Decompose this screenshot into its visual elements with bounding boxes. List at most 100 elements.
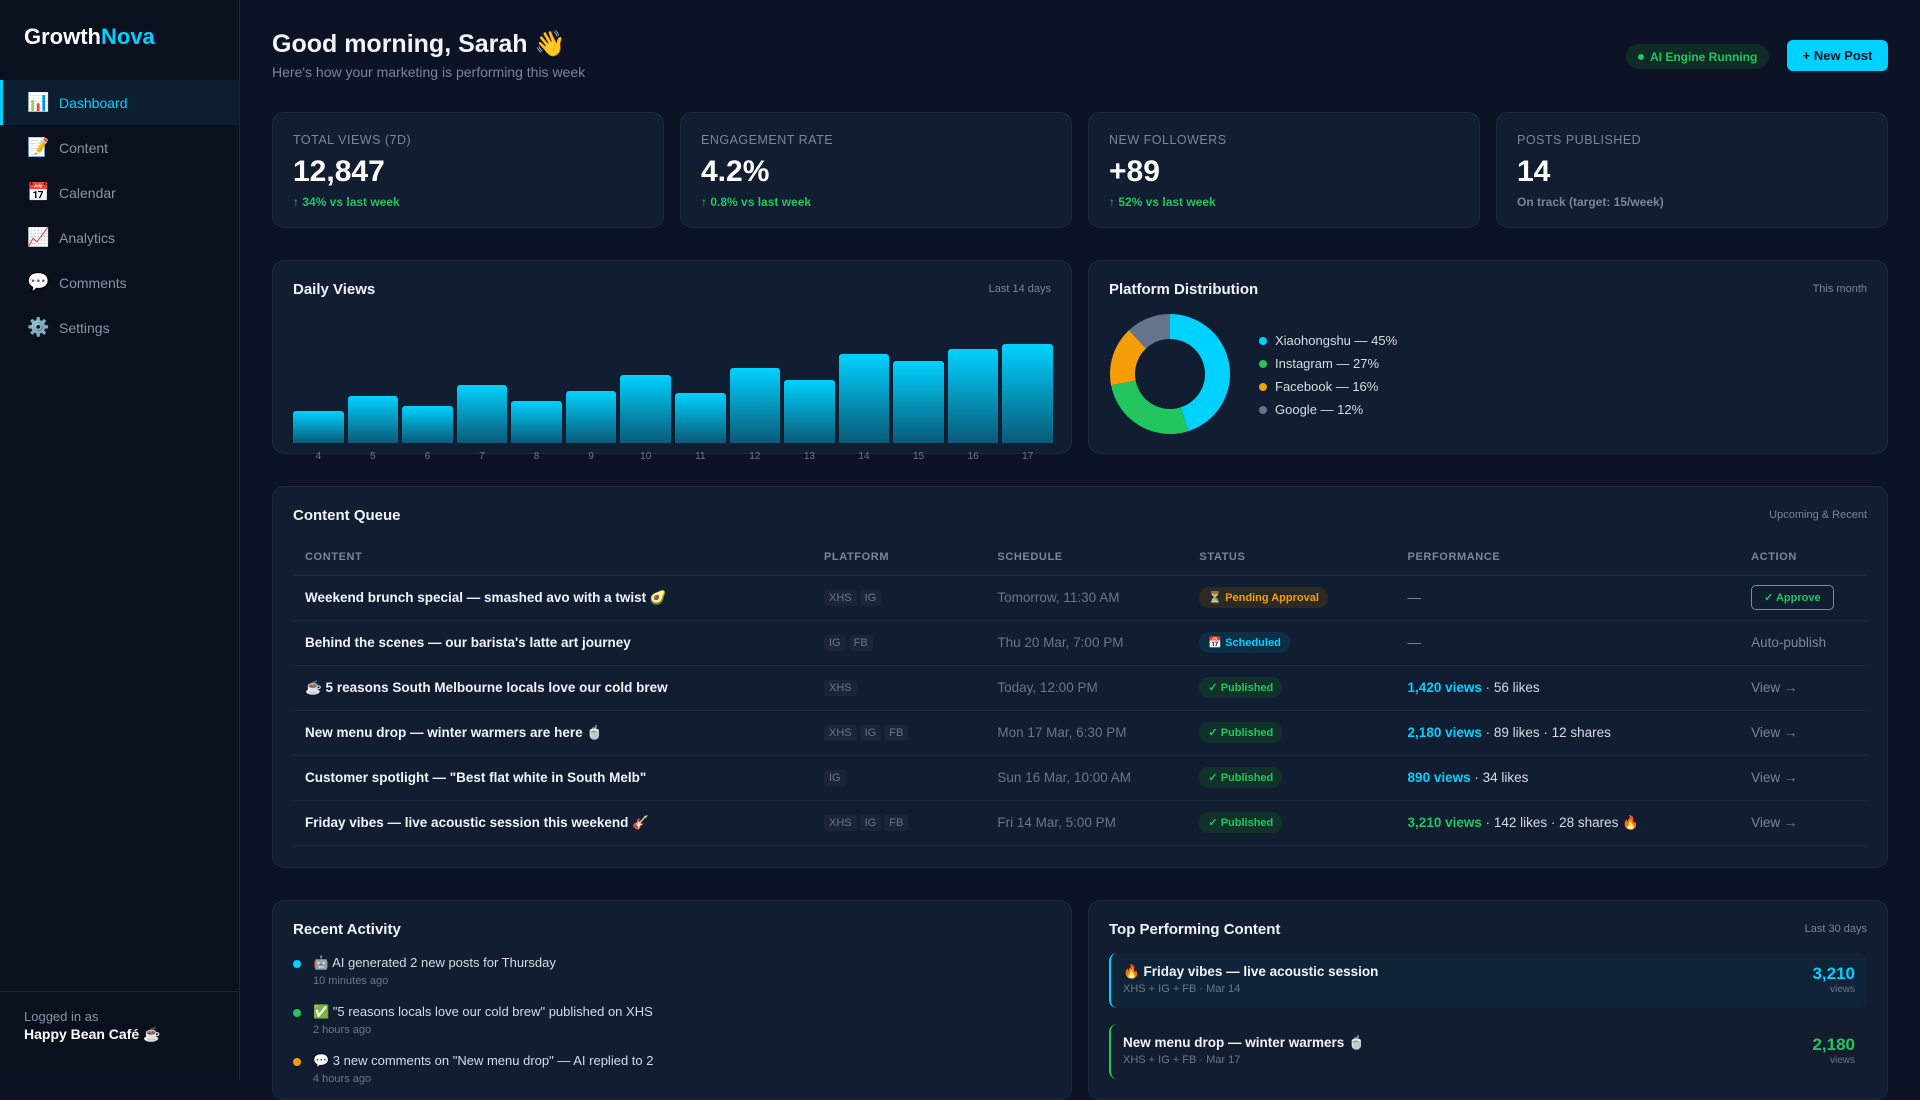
dashboard-icon: 📊 bbox=[27, 92, 50, 112]
view-link[interactable]: View → bbox=[1751, 770, 1798, 785]
analytics-icon: 📈 bbox=[27, 227, 50, 247]
sidebar-item-calendar[interactable]: 📅 Calendar bbox=[0, 170, 239, 215]
page-title: Good morning, Sarah 👋 bbox=[272, 30, 566, 58]
content-title[interactable]: Customer spotlight — "Best flat white in… bbox=[293, 755, 812, 801]
platform-cell: IG FB bbox=[812, 620, 986, 666]
activity-time: 4 hours ago bbox=[313, 1073, 372, 1085]
legend-label: Instagram — 27% bbox=[1275, 356, 1380, 371]
activity-dot-icon bbox=[293, 1009, 301, 1017]
legend-item: Google — 12% bbox=[1259, 398, 1397, 421]
ai-status-text: AI Engine Running bbox=[1650, 49, 1758, 64]
platform-cell: XHS IG bbox=[812, 575, 986, 621]
content-queue-table: CONTENT PLATFORM SCHEDULE STATUS PERFORMANCE… bbox=[293, 539, 1867, 846]
x-tick-label: 8 bbox=[533, 451, 540, 462]
approve-button[interactable]: ✓ Approve bbox=[1751, 585, 1834, 610]
stat-value: 12,847 bbox=[293, 155, 385, 188]
platform-donut-chart bbox=[1110, 314, 1230, 434]
view-link[interactable]: View → bbox=[1751, 725, 1798, 740]
activity-dot-icon bbox=[293, 1058, 301, 1066]
table-row: Friday vibes — live acoustic session thi… bbox=[293, 800, 1867, 846]
platform-tag: XHS bbox=[824, 590, 857, 606]
performance-detail: · 56 likes bbox=[1481, 680, 1540, 695]
column-header: PERFORMANCE bbox=[1395, 539, 1740, 576]
top-content-item[interactable]: New menu drop — winter warmers 🍵 XHS + IG… bbox=[1109, 1024, 1867, 1079]
donut-slice-facebook bbox=[1110, 330, 1147, 386]
content-title[interactable]: ☕ 5 reasons South Melbourne locals love … bbox=[293, 665, 812, 711]
performance-cell: 1,420 views · 56 likes bbox=[1395, 665, 1740, 711]
sidebar-item-analytics[interactable]: 📈 Analytics bbox=[0, 215, 239, 260]
view-link[interactable]: View → bbox=[1751, 680, 1798, 695]
user-name: Happy Bean Café ☕ bbox=[24, 1026, 161, 1042]
logged-in-label: Logged in as bbox=[24, 1009, 99, 1024]
performance-cell: — bbox=[1395, 620, 1740, 666]
comments-icon: 💬 bbox=[27, 272, 50, 292]
activity-text: 🤖 AI generated 2 new posts for Thursday bbox=[313, 955, 556, 970]
platform-legend: Xiaohongshu — 45% Instagram — 27% Facebook… bbox=[1259, 329, 1397, 421]
platform-tag: IG bbox=[824, 770, 846, 786]
table-row: ☕ 5 reasons South Melbourne locals love … bbox=[293, 665, 1867, 711]
daily-views-chart: 4 5 6 7 8 9 10 11 12 13 14 15 16 17 bbox=[293, 323, 1053, 462]
performance-detail: — bbox=[1407, 635, 1422, 650]
donut-slice-google bbox=[1128, 314, 1170, 349]
sidebar-item-settings[interactable]: ⚙️ Settings bbox=[0, 305, 239, 350]
new-post-button[interactable]: + New Post bbox=[1787, 40, 1888, 71]
sidebar-item-comments[interactable]: 💬 Comments bbox=[0, 260, 239, 305]
performance-detail: · 142 likes · 28 shares 🔥 bbox=[1481, 814, 1639, 830]
donut-slice-instagram bbox=[1111, 380, 1189, 434]
x-tick-label: 17 bbox=[1022, 451, 1034, 462]
status-badge: ⏳ Pending Approval bbox=[1199, 587, 1328, 608]
daily-views-card: Daily Views Last 14 days 4 5 6 7 8 9 10 11 12 13 1… bbox=[272, 260, 1072, 462]
stat-change: ↑ 52% vs last week bbox=[1109, 195, 1216, 209]
brand-logo[interactable]: GrowthNova bbox=[24, 24, 155, 50]
schedule-cell: Sun 16 Mar, 10:00 AM bbox=[985, 755, 1188, 801]
x-tick-label: 14 bbox=[858, 451, 870, 462]
bar-day-10 bbox=[620, 375, 671, 443]
content-queue-card: Content Queue Upcoming & Recent CONTENT P… bbox=[272, 486, 1888, 868]
top-content-meta: XHS + IG + FB · Mar 14 bbox=[1123, 983, 1241, 995]
activity-dot-icon bbox=[293, 960, 301, 968]
column-header: ACTION bbox=[1739, 539, 1867, 576]
stat-card: NEW FOLLOWERS +89 ↑ 52% vs last week bbox=[1088, 112, 1480, 228]
schedule-cell: Thu 20 Mar, 7:00 PM bbox=[985, 620, 1188, 666]
user-info: Logged in as Happy Bean Café ☕ bbox=[0, 991, 239, 1060]
platform-tag: IG bbox=[824, 635, 846, 651]
platform-title: Platform Distribution bbox=[1109, 281, 1259, 298]
content-title[interactable]: Behind the scenes — our barista's latte … bbox=[293, 620, 812, 666]
platform-distribution-card: Platform Distribution This month Xiaohon… bbox=[1088, 260, 1888, 454]
legend-label: Xiaohongshu — 45% bbox=[1275, 333, 1398, 348]
bar-day-11 bbox=[675, 393, 726, 443]
top-content-item[interactable]: 🔥 Friday vibes — live acoustic session XH… bbox=[1109, 953, 1867, 1008]
bar-day-12 bbox=[729, 368, 781, 443]
schedule-cell: Mon 17 Mar, 6:30 PM bbox=[985, 710, 1188, 756]
x-tick-label: 10 bbox=[640, 451, 652, 462]
content-title[interactable]: Weekend brunch special — smashed avo wit… bbox=[293, 575, 812, 621]
top-content-title: New menu drop — winter warmers 🍵 bbox=[1123, 1035, 1365, 1050]
status-badge: ✓ Published bbox=[1199, 677, 1283, 698]
sidebar-item-content[interactable]: 📝 Content bbox=[0, 125, 239, 170]
view-link[interactable]: View → bbox=[1751, 815, 1798, 830]
performance-detail: · 34 likes bbox=[1470, 770, 1529, 785]
platform-range: This month bbox=[1812, 283, 1867, 295]
activity-item: 💬 3 new comments on "New menu drop" — AI… bbox=[293, 1053, 653, 1085]
platform-cell: XHS IG FB bbox=[812, 800, 986, 846]
platform-tag: FB bbox=[848, 635, 873, 651]
bar-day-17 bbox=[1002, 344, 1053, 443]
activity-time: 2 hours ago bbox=[313, 1024, 372, 1036]
platform-cell: XHS IG FB bbox=[812, 710, 986, 756]
content-title[interactable]: Friday vibes — live acoustic session thi… bbox=[293, 800, 812, 846]
sidebar-item-label: Analytics bbox=[59, 229, 116, 246]
views-unit: views bbox=[1829, 984, 1855, 995]
sidebar-item-label: Dashboard bbox=[59, 94, 128, 111]
x-tick-label: 9 bbox=[588, 451, 594, 462]
daily-views-range: Last 14 days bbox=[988, 283, 1051, 295]
sidebar: GrowthNova 📊 Dashboard 📝 Content 📅 Calendar 📈 A… bbox=[0, 0, 240, 1080]
sidebar-item-dashboard[interactable]: 📊 Dashboard bbox=[0, 80, 239, 125]
bar-day-9 bbox=[565, 391, 617, 443]
stat-card: POSTS PUBLISHED 14 On track (target: 15/we… bbox=[1496, 112, 1888, 228]
x-tick-label: 6 bbox=[424, 451, 431, 462]
x-tick-label: 5 bbox=[370, 451, 376, 462]
content-title[interactable]: New menu drop — winter warmers are here … bbox=[293, 710, 812, 756]
table-row: Customer spotlight — "Best flat white in… bbox=[293, 755, 1867, 801]
legend-dot-icon bbox=[1259, 359, 1267, 368]
x-tick-label: 11 bbox=[695, 451, 706, 462]
